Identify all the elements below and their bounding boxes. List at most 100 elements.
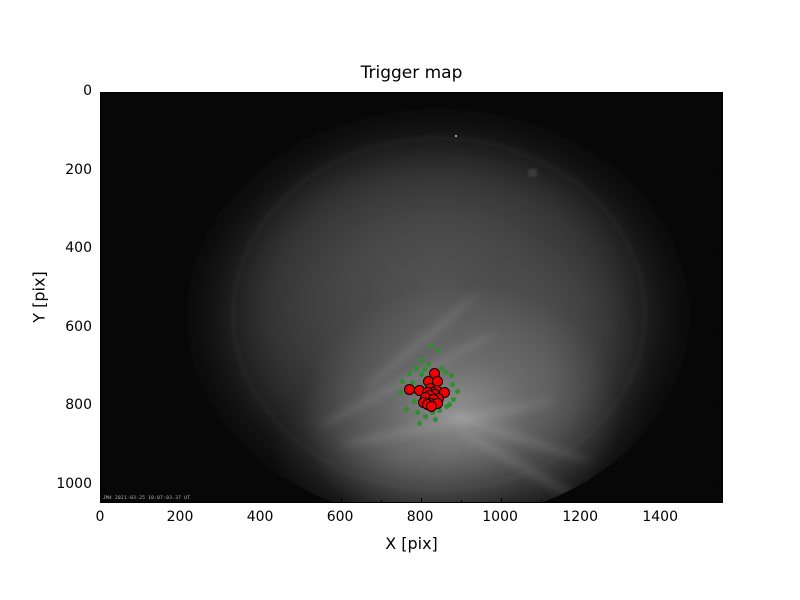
x-minor-tick	[381, 93, 383, 95]
x-major-tick	[661, 498, 663, 502]
x-minor-tick	[381, 500, 383, 502]
green-small-marker	[450, 381, 456, 387]
x-tick-label: 0	[95, 509, 105, 525]
y-minor-tick	[720, 210, 722, 212]
y-tick-label: 200	[65, 161, 92, 178]
x-tick-label: 400	[246, 509, 274, 525]
x-minor-tick	[621, 500, 623, 502]
green-small-marker	[435, 348, 441, 354]
green-small-marker	[423, 413, 429, 419]
green-small-marker	[413, 365, 419, 371]
green-small-marker	[400, 378, 406, 384]
green-small-marker	[403, 406, 409, 412]
star-speck	[455, 135, 457, 137]
y-tick-label: 600	[65, 318, 92, 335]
green-small-marker	[446, 401, 452, 407]
y-major-tick	[101, 407, 105, 409]
x-major-tick	[581, 93, 583, 97]
lens-ring-arc	[232, 137, 646, 491]
x-tick-label: 1000	[482, 509, 518, 525]
y-minor-tick	[720, 446, 722, 448]
y-tick-label: 1000	[56, 475, 92, 492]
y-minor-tick	[720, 368, 722, 369]
x-major-tick	[261, 498, 263, 502]
y-major-tick	[101, 250, 105, 252]
y-major-tick	[718, 328, 722, 330]
red-trigger-marker	[404, 384, 416, 396]
fisheye-sky-disc	[187, 109, 689, 502]
y-tick-label: 400	[65, 240, 92, 257]
x-major-tick	[501, 498, 503, 502]
x-minor-tick	[541, 93, 543, 95]
y-minor-tick	[101, 368, 103, 369]
x-tick-label: 600	[326, 509, 354, 525]
green-small-marker	[439, 365, 445, 371]
x-minor-tick	[621, 93, 623, 95]
y-minor-tick	[101, 132, 103, 134]
y-minor-tick	[101, 289, 103, 291]
x-major-tick	[181, 93, 182, 97]
x-minor-tick	[301, 500, 303, 502]
green-small-marker	[436, 408, 442, 413]
green-small-marker	[419, 371, 425, 377]
y-minor-tick	[720, 132, 722, 134]
x-major-tick	[421, 498, 423, 502]
y-major-tick	[718, 250, 722, 252]
x-tick-label: 1200	[562, 509, 599, 525]
y-axis-label: Y [pix]	[29, 271, 49, 323]
scatter-points-layer	[101, 93, 722, 502]
x-axis-label: X [pix]	[385, 534, 438, 553]
green-small-marker	[451, 396, 457, 402]
plot-title: Trigger map	[360, 63, 463, 83]
x-tick-label: 800	[406, 509, 434, 525]
green-small-marker	[417, 421, 423, 427]
green-small-marker	[448, 373, 454, 379]
y-major-tick	[718, 93, 722, 94]
y-major-tick	[718, 407, 722, 409]
x-major-tick	[661, 93, 663, 97]
x-tick-label: 1400	[642, 509, 679, 525]
green-small-marker	[454, 389, 460, 395]
x-minor-tick	[141, 93, 142, 95]
x-minor-tick	[461, 500, 463, 502]
green-small-marker	[407, 371, 413, 376]
x-minor-tick	[221, 500, 222, 502]
x-minor-tick	[541, 500, 543, 502]
timestamp-overlay: JM4 2021-03-25 10:07:03.37 UT	[103, 496, 191, 501]
x-major-tick	[101, 93, 102, 97]
green-small-marker	[410, 380, 416, 386]
green-small-marker	[415, 409, 421, 415]
y-major-tick	[101, 485, 105, 487]
x-major-tick	[261, 93, 263, 97]
x-minor-tick	[701, 500, 703, 502]
x-major-tick	[581, 498, 583, 502]
green-small-marker	[432, 416, 438, 422]
y-major-tick	[101, 328, 105, 330]
y-minor-tick	[101, 446, 103, 448]
y-major-tick	[718, 485, 722, 487]
y-tick-label: 0	[83, 83, 92, 99]
red-trigger-marker	[426, 400, 437, 412]
green-small-marker	[443, 370, 449, 376]
y-tick-label: 800	[65, 397, 92, 414]
x-major-tick	[501, 93, 503, 97]
x-major-tick	[341, 93, 343, 97]
x-minor-tick	[301, 93, 303, 95]
x-major-tick	[101, 498, 102, 502]
x-major-tick	[341, 498, 343, 502]
green-small-marker	[430, 409, 436, 415]
x-minor-tick	[701, 93, 703, 95]
green-small-marker	[429, 343, 435, 349]
y-minor-tick	[720, 289, 722, 291]
plot-area: JM4 2021-03-25 10:07:03.37 UT	[100, 92, 723, 503]
y-major-tick	[718, 171, 722, 173]
x-tick-label: 200	[166, 509, 194, 525]
green-small-marker	[418, 357, 424, 363]
green-small-marker	[411, 398, 417, 404]
green-small-marker	[425, 361, 431, 367]
x-minor-tick	[221, 93, 222, 95]
x-major-tick	[181, 498, 182, 502]
x-minor-tick	[141, 500, 142, 502]
x-major-tick	[421, 93, 423, 97]
x-minor-tick	[461, 93, 463, 95]
